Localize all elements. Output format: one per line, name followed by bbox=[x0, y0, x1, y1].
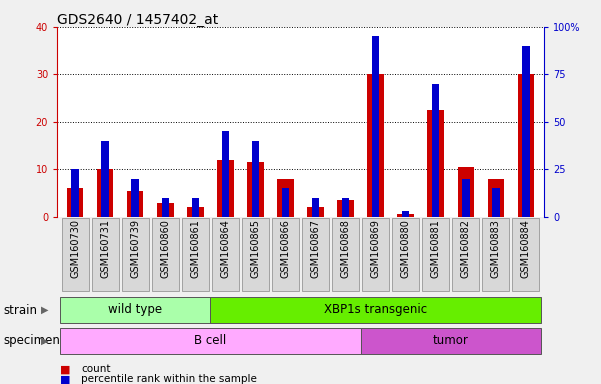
FancyBboxPatch shape bbox=[60, 328, 361, 354]
Bar bbox=[487, 179, 504, 217]
Bar bbox=[72, 169, 79, 217]
Text: GSM160869: GSM160869 bbox=[371, 219, 380, 278]
Text: ■: ■ bbox=[60, 364, 70, 374]
Bar bbox=[127, 191, 144, 217]
Bar bbox=[522, 46, 529, 217]
FancyBboxPatch shape bbox=[212, 218, 239, 291]
Text: GSM160884: GSM160884 bbox=[521, 219, 531, 278]
Text: GSM160731: GSM160731 bbox=[100, 219, 110, 278]
Text: B cell: B cell bbox=[194, 334, 227, 347]
Text: ▶: ▶ bbox=[41, 305, 49, 315]
Bar bbox=[282, 189, 289, 217]
FancyBboxPatch shape bbox=[151, 218, 179, 291]
Text: GSM160882: GSM160882 bbox=[461, 219, 471, 278]
FancyBboxPatch shape bbox=[392, 218, 419, 291]
Bar bbox=[132, 179, 139, 217]
Bar bbox=[397, 214, 414, 217]
Bar bbox=[337, 200, 354, 217]
FancyBboxPatch shape bbox=[210, 297, 541, 323]
Text: GDS2640 / 1457402_at: GDS2640 / 1457402_at bbox=[57, 13, 218, 27]
Bar bbox=[97, 169, 114, 217]
Text: specimen: specimen bbox=[3, 334, 60, 347]
FancyBboxPatch shape bbox=[361, 328, 541, 354]
Text: GSM160865: GSM160865 bbox=[251, 219, 260, 278]
Text: GSM160864: GSM160864 bbox=[221, 219, 230, 278]
Bar bbox=[192, 198, 199, 217]
Text: GSM160880: GSM160880 bbox=[401, 219, 410, 278]
Text: strain: strain bbox=[3, 304, 37, 316]
FancyBboxPatch shape bbox=[302, 218, 329, 291]
FancyBboxPatch shape bbox=[422, 218, 450, 291]
Bar bbox=[462, 179, 469, 217]
Text: GSM160739: GSM160739 bbox=[130, 219, 140, 278]
Text: GSM160866: GSM160866 bbox=[281, 219, 290, 278]
Bar bbox=[67, 189, 84, 217]
Bar bbox=[342, 198, 349, 217]
Text: GSM160868: GSM160868 bbox=[341, 219, 350, 278]
Text: count: count bbox=[81, 364, 111, 374]
FancyBboxPatch shape bbox=[453, 218, 480, 291]
Text: ■: ■ bbox=[60, 374, 70, 384]
Bar bbox=[222, 131, 229, 217]
FancyBboxPatch shape bbox=[91, 218, 118, 291]
Bar bbox=[102, 141, 109, 217]
FancyBboxPatch shape bbox=[121, 218, 149, 291]
Bar bbox=[247, 162, 264, 217]
FancyBboxPatch shape bbox=[242, 218, 269, 291]
FancyBboxPatch shape bbox=[272, 218, 299, 291]
Bar bbox=[492, 189, 499, 217]
Bar bbox=[277, 179, 294, 217]
Text: percentile rank within the sample: percentile rank within the sample bbox=[81, 374, 257, 384]
Bar bbox=[517, 74, 534, 217]
Text: GSM160861: GSM160861 bbox=[191, 219, 200, 278]
Bar bbox=[157, 203, 174, 217]
Bar bbox=[372, 36, 379, 217]
Bar bbox=[427, 110, 444, 217]
Bar bbox=[217, 160, 234, 217]
Bar bbox=[457, 167, 474, 217]
FancyBboxPatch shape bbox=[182, 218, 209, 291]
Text: tumor: tumor bbox=[433, 334, 469, 347]
Bar bbox=[252, 141, 259, 217]
FancyBboxPatch shape bbox=[362, 218, 389, 291]
FancyBboxPatch shape bbox=[60, 297, 210, 323]
Text: XBP1s transgenic: XBP1s transgenic bbox=[324, 303, 427, 316]
FancyBboxPatch shape bbox=[332, 218, 359, 291]
Text: GSM160881: GSM160881 bbox=[431, 219, 441, 278]
Bar bbox=[187, 207, 204, 217]
Bar bbox=[312, 198, 319, 217]
Text: GSM160883: GSM160883 bbox=[491, 219, 501, 278]
Bar bbox=[402, 211, 409, 217]
Bar bbox=[162, 198, 169, 217]
FancyBboxPatch shape bbox=[482, 218, 509, 291]
Text: ▶: ▶ bbox=[41, 336, 49, 346]
FancyBboxPatch shape bbox=[62, 218, 89, 291]
Bar bbox=[307, 207, 324, 217]
Text: GSM160730: GSM160730 bbox=[70, 219, 80, 278]
Bar bbox=[367, 74, 384, 217]
Text: wild type: wild type bbox=[108, 303, 162, 316]
Text: GSM160860: GSM160860 bbox=[160, 219, 170, 278]
FancyBboxPatch shape bbox=[512, 218, 540, 291]
Bar bbox=[432, 84, 439, 217]
Text: GSM160867: GSM160867 bbox=[311, 219, 320, 278]
